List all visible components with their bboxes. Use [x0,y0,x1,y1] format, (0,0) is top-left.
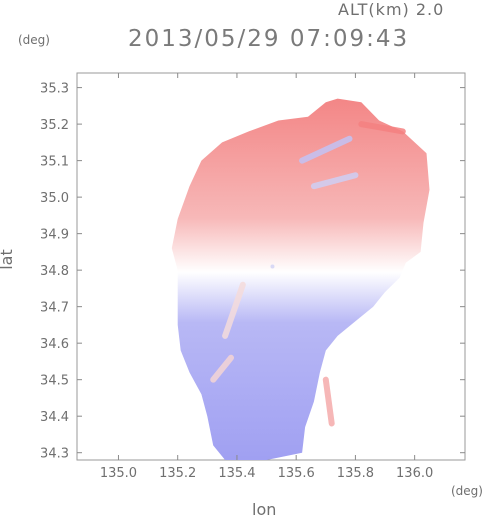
y-tick-label: 34.9 [40,228,69,243]
y-tick-label: 34.7 [40,301,69,316]
chart-title: 2013/05/29 07:09:43 [128,26,410,52]
velocity-streak [299,135,353,164]
y-tick-label: 34.4 [40,410,69,425]
radar-center [270,264,275,269]
altitude-label: ALT(km) 2.0 [338,0,445,19]
x-tick-label: 135.4 [218,466,255,481]
y-tick-label: 34.8 [40,264,69,279]
y-tick-label: 35.2 [40,118,69,133]
x-tick-label: 135.6 [278,466,315,481]
velocity-coverage-area [171,98,430,460]
x-unit-label: (deg) [451,484,483,498]
y-tick-label: 34.5 [40,374,69,389]
x-tick-label: 135.2 [159,466,196,481]
y-tick-label: 35.1 [40,155,69,170]
y-tick-label: 34.3 [40,447,69,462]
y-tick-label: 35.0 [40,191,69,206]
y-unit-label: (deg) [18,33,50,47]
velocity-streak [358,121,406,135]
velocity-streak [222,281,246,339]
velocity-streak [310,172,359,190]
x-tick-label: 135.8 [337,466,374,481]
x-tick-label: 136.0 [396,466,433,481]
y-tick-label: 34.6 [40,337,69,352]
velocity-streak [210,354,235,383]
velocity-streak [322,376,335,427]
x-tick-label: 135.0 [100,466,137,481]
y-tick-label: 35.3 [40,82,69,97]
x-axis-label: lon [252,500,277,519]
